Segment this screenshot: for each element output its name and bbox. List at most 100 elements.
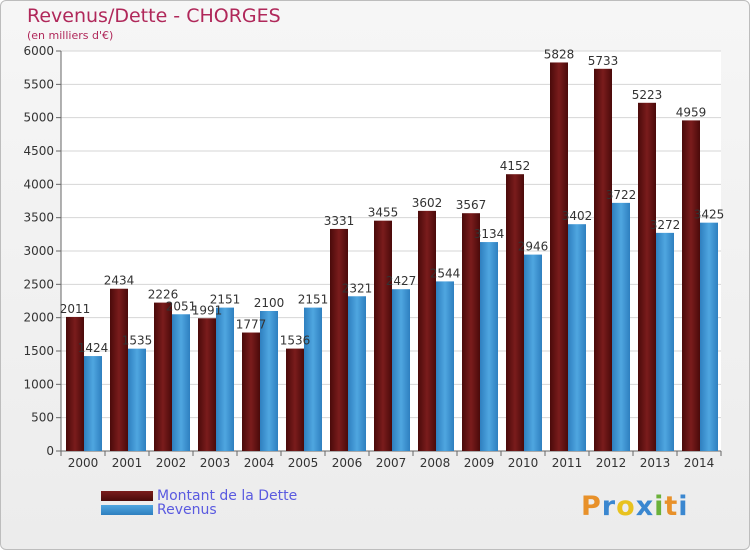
- revenue-bar: [128, 348, 146, 451]
- revenue-bar: [260, 311, 278, 451]
- debt-value-label: 5828: [544, 47, 575, 61]
- debt-value-label: 2011: [60, 302, 91, 316]
- debt-bar: [66, 316, 84, 451]
- revenue-value-label: 2100: [254, 296, 285, 310]
- debt-value-label: 1991: [192, 303, 223, 317]
- revenue-bar: [84, 356, 102, 451]
- x-tick-label: 2013: [640, 456, 671, 470]
- y-tick-label: 1500: [23, 344, 54, 358]
- debt-value-label: 3602: [412, 196, 443, 210]
- debt-bar: [198, 318, 216, 451]
- revenue-value-label: 2321: [342, 281, 373, 295]
- debt-bar: [506, 174, 524, 451]
- x-tick-label: 2002: [156, 456, 187, 470]
- debt-bar: [330, 228, 348, 451]
- chart-subtitle: (en milliers d'€): [27, 29, 114, 42]
- debt-value-label: 2226: [148, 288, 179, 302]
- debt-bar: [242, 332, 260, 451]
- logo-letter: i: [654, 491, 665, 522]
- chart-title: Revenus/Dette - CHORGES: [27, 5, 281, 27]
- x-tick-label: 2014: [684, 456, 715, 470]
- y-tick-label: 4500: [23, 144, 54, 158]
- debt-value-label: 5733: [588, 54, 619, 68]
- x-tick-label: 2007: [376, 456, 407, 470]
- debt-value-label: 5223: [632, 88, 663, 102]
- revenue-bar: [304, 307, 322, 451]
- debt-value-label: 1536: [280, 334, 311, 348]
- logo-letter: i: [678, 491, 689, 522]
- logo-letter: r: [601, 491, 617, 522]
- x-tick-label: 2000: [68, 456, 99, 470]
- x-tick-label: 2010: [508, 456, 539, 470]
- y-tick-label: 4000: [23, 177, 54, 191]
- x-tick-label: 2009: [464, 456, 495, 470]
- revenue-bar: [568, 224, 586, 451]
- revenue-bar: [216, 307, 234, 451]
- revenue-bar: [392, 289, 410, 451]
- revenue-bar: [172, 314, 190, 451]
- debt-bar: [286, 348, 304, 451]
- x-tick-label: 2006: [332, 456, 363, 470]
- x-tick-label: 2011: [552, 456, 583, 470]
- proxiti-logo: Proxiti: [581, 491, 689, 522]
- revenue-value-label: 1535: [122, 334, 153, 348]
- debt-value-label: 4152: [500, 159, 531, 173]
- revenue-value-label: 3425: [694, 208, 725, 222]
- debt-value-label: 4959: [676, 105, 707, 119]
- revenue-bar: [524, 254, 542, 451]
- y-tick-label: 3000: [23, 244, 54, 258]
- debt-bar: [550, 62, 568, 451]
- revenue-value-label: 2946: [518, 240, 549, 254]
- legend-revenue-label: Revenus: [157, 502, 217, 518]
- revenue-bar: [612, 202, 630, 451]
- y-tick-label: 5500: [23, 77, 54, 91]
- y-tick-label: 1000: [23, 377, 54, 391]
- debt-bar: [462, 213, 480, 451]
- y-tick-label: 0: [46, 444, 54, 458]
- x-tick-label: 2004: [244, 456, 275, 470]
- debt-bar: [374, 220, 392, 451]
- logo-letter: x: [635, 491, 655, 522]
- y-tick-label: 3500: [23, 211, 54, 225]
- debt-bar: [418, 210, 436, 451]
- logo-letter: t: [664, 491, 679, 522]
- legend-debt-swatch: [101, 491, 153, 501]
- revenue-bar: [700, 222, 718, 451]
- revenue-value-label: 2427: [386, 274, 417, 288]
- legend-debt: Montant de la Dette: [101, 488, 298, 504]
- revenue-value-label: 2151: [210, 293, 241, 307]
- revenue-value-label: 1424: [78, 341, 109, 355]
- revenue-bar: [656, 232, 674, 451]
- revenue-value-label: 3402: [562, 209, 593, 223]
- revenue-value-label: 2151: [298, 293, 329, 307]
- x-tick-label: 2001: [112, 456, 143, 470]
- y-tick-label: 6000: [23, 44, 54, 58]
- debt-value-label: 2434: [104, 274, 135, 288]
- revenue-bar: [436, 281, 454, 451]
- debt-bar: [110, 288, 128, 451]
- y-tick-label: 2500: [23, 277, 54, 291]
- y-tick-label: 500: [31, 411, 54, 425]
- legend-revenue: Revenus: [101, 502, 217, 518]
- y-tick-label: 5000: [23, 111, 54, 125]
- revenue-value-label: 3722: [606, 188, 637, 202]
- logo-letter: P: [581, 491, 602, 522]
- revenue-bar: [480, 242, 498, 451]
- revenue-value-label: 2051: [166, 299, 197, 313]
- debt-bar: [682, 120, 700, 452]
- debt-bar: [638, 102, 656, 452]
- logo-letter: o: [616, 491, 636, 522]
- x-tick-label: 2012: [596, 456, 627, 470]
- y-tick-label: 2000: [23, 311, 54, 325]
- x-tick-label: 2005: [288, 456, 319, 470]
- debt-value-label: 3567: [456, 198, 487, 212]
- debt-value-label: 3331: [324, 214, 355, 228]
- legend-revenue-swatch: [101, 505, 153, 515]
- x-tick-label: 2003: [200, 456, 231, 470]
- x-tick-label: 2008: [420, 456, 451, 470]
- debt-bar: [594, 68, 612, 452]
- legend-debt-label: Montant de la Dette: [157, 488, 298, 504]
- debt-bar: [154, 302, 172, 451]
